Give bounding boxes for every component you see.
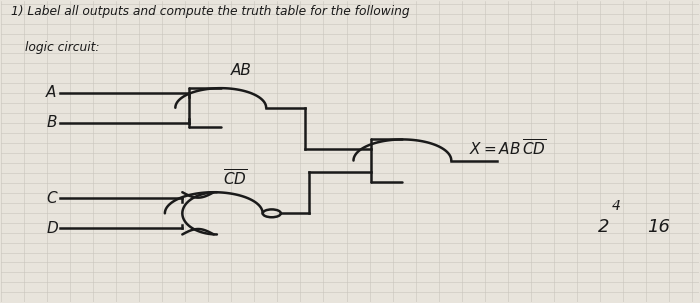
Text: logic circuit:: logic circuit:	[25, 42, 99, 55]
Text: C: C	[46, 191, 57, 206]
Text: AB: AB	[231, 62, 252, 78]
Text: A: A	[46, 85, 57, 100]
Text: B: B	[46, 115, 57, 130]
Text: 4: 4	[612, 199, 621, 213]
Text: D: D	[46, 221, 58, 236]
Text: $\overline{CD}$: $\overline{CD}$	[223, 168, 247, 189]
Text: $X = AB\,\overline{CD}$: $X = AB\,\overline{CD}$	[469, 138, 546, 158]
Text: 16: 16	[647, 218, 670, 236]
Text: 1) Label all outputs and compute the truth table for the following: 1) Label all outputs and compute the tru…	[11, 5, 409, 18]
Text: 2: 2	[598, 218, 610, 236]
